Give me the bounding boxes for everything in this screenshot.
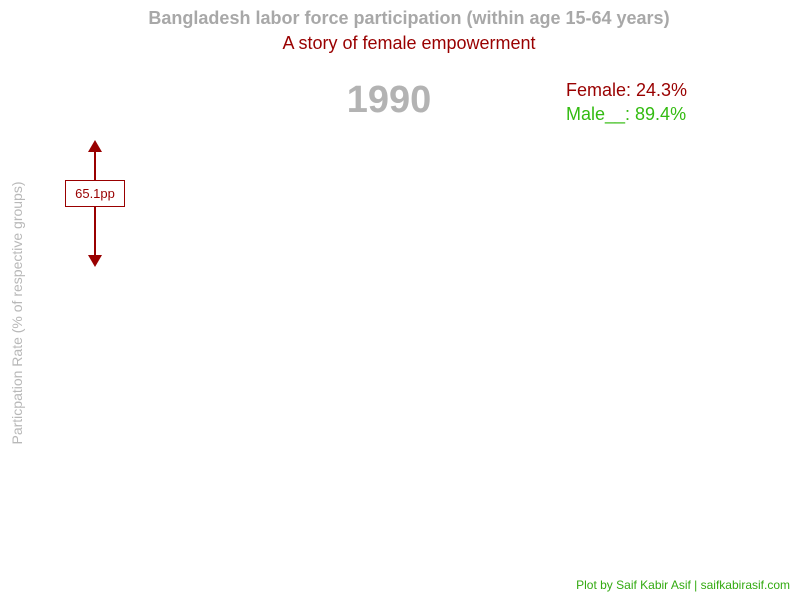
year-label: 1990 [346,79,432,121]
gap-arrow-head-bottom [88,254,102,267]
legend: Female: 24.3% Male__: 89.4% [566,78,687,126]
legend-entry-male: Male__: 89.4% [566,104,687,124]
gap-arrow-head-top [88,140,102,152]
legend-entry-female: Female: 24.3% [566,80,688,100]
chart-subtitle: A story of female empowerment [282,33,536,53]
caption: Plot by Saif Kabir Asif | saifkabirasif.… [576,578,790,592]
gap-label: 65.1pp [65,180,125,207]
chart-title: Bangladesh labor force participation (wi… [148,8,670,28]
